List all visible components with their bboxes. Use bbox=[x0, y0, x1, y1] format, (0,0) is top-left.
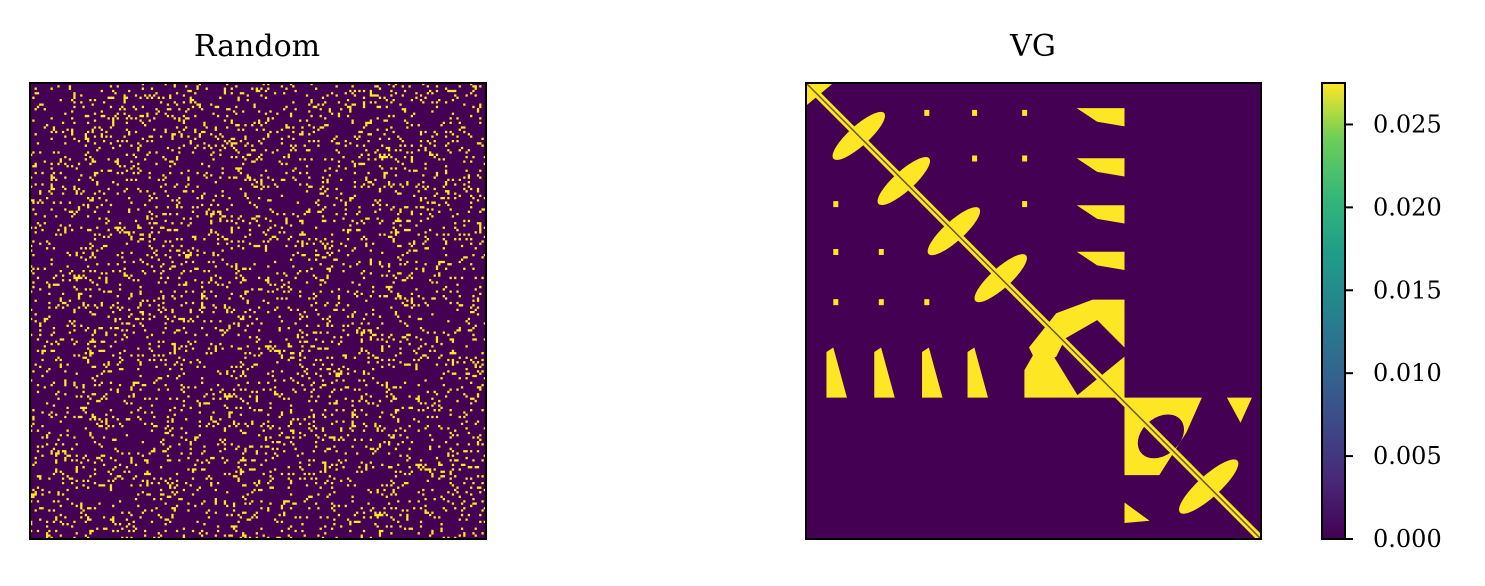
colorbar-tick-label: 0.025 bbox=[1373, 110, 1442, 138]
vg-block-triangle bbox=[1226, 397, 1252, 423]
vg-block-dot bbox=[972, 155, 978, 162]
vg-block-dot bbox=[1022, 155, 1028, 162]
random-heatmap bbox=[29, 83, 486, 539]
colorbar-frame bbox=[1321, 82, 1346, 540]
vg-block-dot bbox=[833, 299, 839, 306]
vg-block-wedge bbox=[1076, 205, 1125, 224]
colorbar-tick-label: 0.005 bbox=[1373, 442, 1442, 470]
vg-block-dot bbox=[878, 299, 884, 306]
vg-block-triangle bbox=[1124, 502, 1150, 524]
colorbar-tick-label: 0.010 bbox=[1373, 359, 1442, 387]
random-frame bbox=[29, 82, 487, 540]
colorbar-tick-label: 0.020 bbox=[1373, 193, 1442, 221]
vg-block-wedge bbox=[967, 347, 988, 398]
vg-block-dot bbox=[924, 299, 930, 306]
vg-block-wedge bbox=[1076, 108, 1125, 127]
colorbar-tick-label: 0.000 bbox=[1373, 525, 1442, 553]
random-title: Random bbox=[194, 29, 320, 64]
vg-block-dot bbox=[833, 201, 839, 208]
vg-block-wedge bbox=[826, 347, 847, 398]
random-cells bbox=[29, 83, 486, 539]
vg-block-wedge bbox=[922, 347, 943, 398]
vg-blocks bbox=[806, 83, 1261, 539]
vg-block-dot bbox=[1022, 201, 1028, 208]
vg-block-wedge bbox=[874, 347, 895, 398]
random-nonzero-cells bbox=[29, 83, 486, 539]
colorbar: 0.000 0.005 0.010 0.015 0.020 0.025 bbox=[1321, 82, 1442, 553]
vg-block-irregular bbox=[1028, 299, 1125, 366]
vg-block-dot bbox=[833, 248, 839, 255]
vg-block-dot bbox=[878, 248, 884, 255]
vg-block-dot bbox=[924, 109, 930, 116]
vg-diagonal-line bbox=[806, 83, 1261, 539]
vg-panel: VG bbox=[805, 29, 1262, 540]
colorbar-gradient bbox=[1322, 83, 1345, 539]
vg-block-dot bbox=[972, 109, 978, 116]
vg-block-wedge bbox=[1076, 158, 1125, 177]
vg-block-dot bbox=[1022, 109, 1028, 116]
vg-title: VG bbox=[1009, 29, 1056, 64]
colorbar-tick-label: 0.015 bbox=[1373, 276, 1442, 304]
colorbar-ticks: 0.000 0.005 0.010 0.015 0.020 0.025 bbox=[1345, 110, 1442, 553]
vg-heatmap bbox=[806, 83, 1261, 539]
vg-block-wedge bbox=[1076, 251, 1125, 270]
vg-frame bbox=[805, 82, 1262, 540]
random-panel: Random bbox=[29, 29, 487, 540]
